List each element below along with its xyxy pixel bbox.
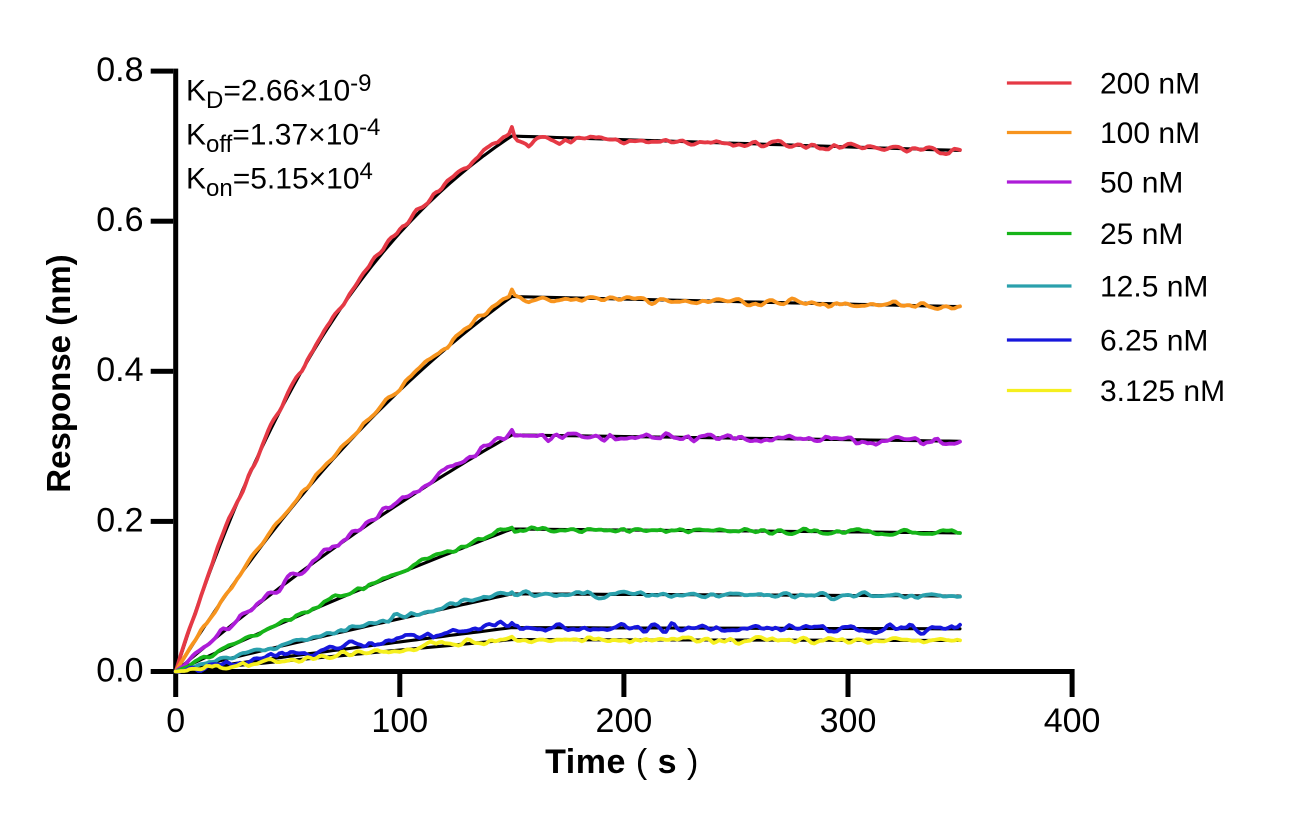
svg-text:200 nM: 200 nM	[1100, 67, 1200, 100]
svg-text:100 nM: 100 nM	[1100, 117, 1200, 150]
svg-text:6.25 nM: 6.25 nM	[1100, 324, 1208, 357]
svg-text:100: 100	[371, 702, 428, 740]
svg-text:50 nM: 50 nM	[1100, 166, 1183, 199]
svg-text:0.6: 0.6	[96, 201, 143, 239]
svg-text:0.0: 0.0	[96, 651, 143, 689]
svg-text:12.5 nM: 12.5 nM	[1100, 270, 1208, 303]
svg-text:200: 200	[596, 702, 653, 740]
svg-text:Time ( s ): Time ( s )	[545, 743, 699, 781]
svg-text:3.125 nM: 3.125 nM	[1100, 375, 1225, 408]
svg-text:400: 400	[1044, 702, 1101, 740]
svg-text:Response (nm): Response (nm)	[40, 254, 77, 492]
svg-text:300: 300	[820, 702, 877, 740]
svg-text:0: 0	[166, 702, 185, 740]
svg-text:0.2: 0.2	[96, 501, 143, 539]
svg-text:25 nM: 25 nM	[1100, 218, 1183, 251]
svg-text:0.4: 0.4	[96, 351, 143, 389]
svg-text:0.8: 0.8	[96, 51, 143, 89]
